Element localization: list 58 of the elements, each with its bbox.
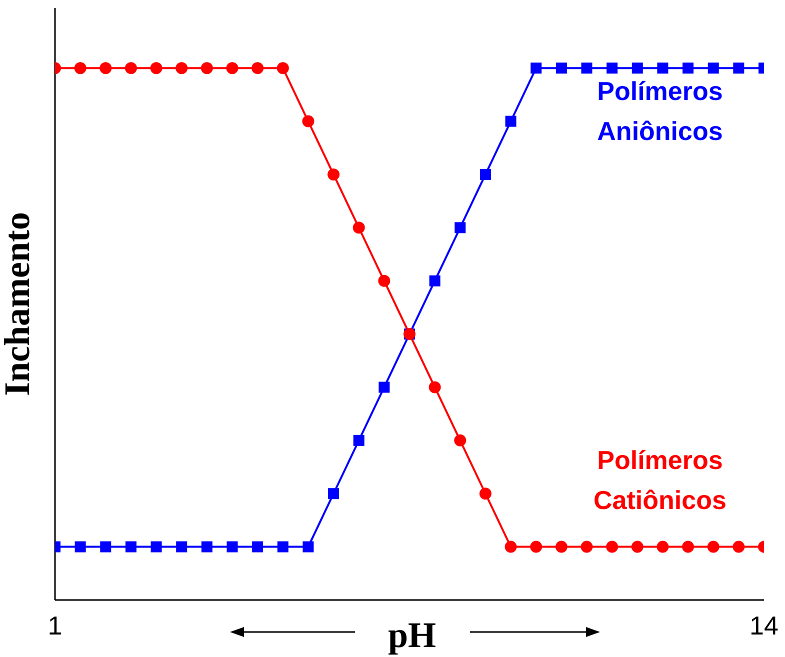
point (125, 541, 136, 552)
point (733, 62, 744, 74)
point (226, 541, 238, 552)
point (353, 434, 364, 446)
series-label: Polímeros Catiônicos (594, 444, 726, 515)
point (504, 540, 517, 553)
point (201, 541, 212, 552)
point (277, 541, 288, 552)
point (480, 168, 491, 180)
point (505, 116, 516, 127)
point (276, 62, 289, 74)
point (556, 62, 567, 74)
point (555, 540, 568, 553)
series-label: Polímeros Aniônicos (597, 76, 723, 146)
point (74, 541, 86, 552)
point (378, 382, 390, 393)
point (707, 540, 720, 553)
point (74, 62, 86, 74)
point (632, 62, 643, 74)
point (657, 62, 668, 74)
point (429, 275, 440, 286)
point (530, 540, 542, 553)
point (606, 540, 618, 553)
point (100, 541, 112, 552)
point (428, 381, 441, 394)
point (302, 541, 314, 552)
point (302, 115, 314, 128)
y-axis-title: Inchamento (0, 212, 37, 396)
point (454, 222, 466, 234)
point (378, 274, 390, 287)
point (682, 540, 694, 553)
point (176, 62, 188, 74)
point (581, 62, 592, 74)
point (530, 62, 542, 74)
point (682, 62, 694, 74)
point (328, 488, 340, 500)
point (176, 541, 188, 552)
point (252, 62, 264, 74)
point (226, 62, 238, 74)
point (656, 540, 669, 553)
x-tick-label: 1 (48, 610, 62, 640)
point (606, 62, 618, 74)
point (708, 62, 719, 74)
point (150, 62, 162, 74)
point (454, 434, 466, 446)
point (252, 541, 264, 552)
x-axis-title: pH (388, 615, 436, 655)
point (631, 540, 644, 553)
point (580, 540, 593, 553)
point (732, 540, 745, 553)
point (479, 488, 492, 500)
x-tick-label: 14 (750, 610, 778, 640)
point (124, 62, 137, 74)
point (150, 541, 162, 552)
point (352, 222, 365, 234)
point (200, 62, 213, 74)
point (100, 62, 112, 74)
point (328, 168, 340, 180)
